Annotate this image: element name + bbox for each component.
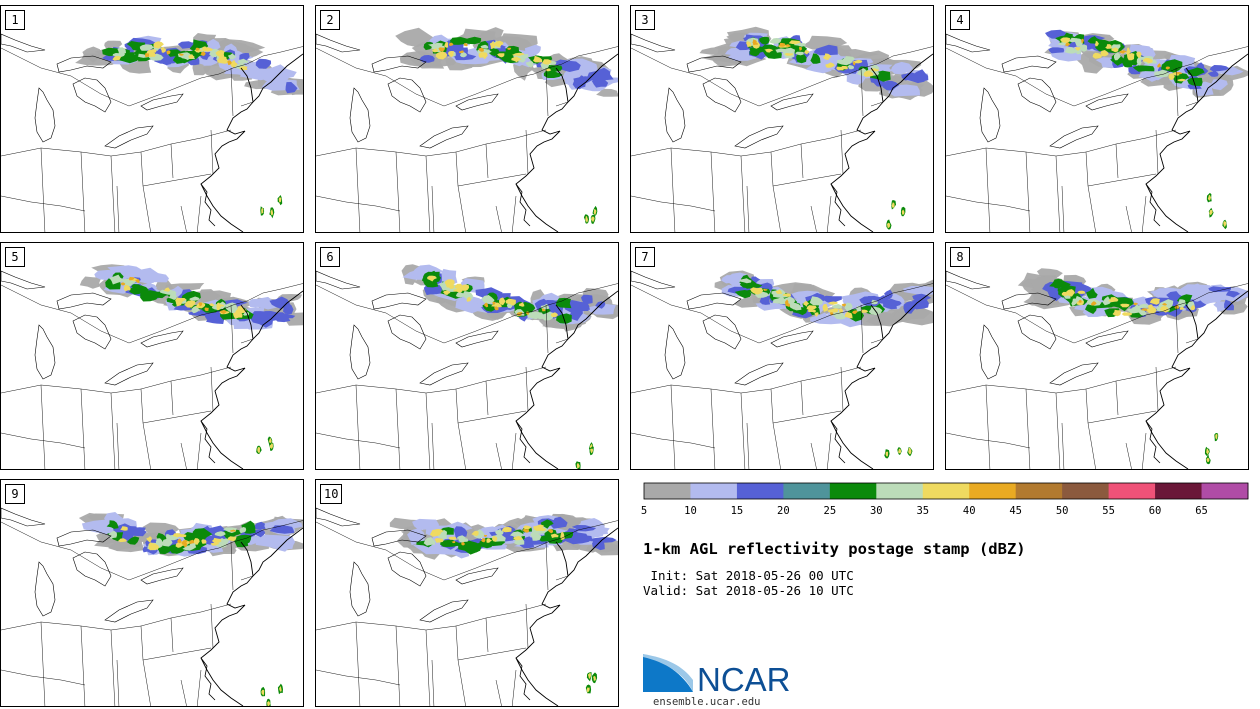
colorbar-bin	[783, 483, 831, 499]
map-canvas	[946, 29, 1248, 232]
map-panel-6: 6	[315, 242, 619, 470]
colorbar-bin	[1201, 483, 1249, 499]
map-panel-2: 2	[315, 5, 619, 233]
map-canvas	[316, 507, 618, 706]
colorbar-bin	[736, 483, 784, 499]
member-number-label: 2	[320, 10, 340, 30]
map-canvas	[316, 264, 618, 469]
map-panel-7: 7	[630, 242, 934, 470]
colorbar-bin	[690, 483, 738, 499]
map-boundaries	[631, 33, 933, 232]
map-canvas	[1, 33, 303, 232]
reflectivity-field	[714, 270, 933, 459]
colorbar-tick-label: 10	[684, 505, 697, 517]
colorbar-bin	[876, 483, 924, 499]
map-canvas	[316, 27, 618, 232]
member-number-label: 6	[320, 247, 340, 267]
reflectivity-field	[79, 264, 303, 455]
colorbar-bin	[1015, 483, 1063, 499]
map-panel-1: 1	[0, 5, 304, 233]
colorbar-tick-label: 45	[1009, 505, 1023, 517]
reflectivity-colorbar	[643, 482, 1249, 500]
colorbar-tick-label: 60	[1148, 505, 1162, 517]
map-boundaries	[1, 270, 303, 469]
reflectivity-field	[401, 264, 618, 469]
colorbar-bin	[1108, 483, 1156, 499]
colorbar-bin	[922, 483, 970, 499]
member-number-label: 8	[950, 247, 970, 267]
map-canvas	[1, 507, 303, 706]
valid-time: Valid: Sat 2018-05-26 10 UTC	[643, 583, 854, 598]
member-number-label: 10	[320, 484, 343, 504]
reflectivity-field	[699, 26, 933, 230]
member-number-label: 1	[5, 10, 25, 30]
reflectivity-field	[389, 513, 618, 694]
colorbar-bin	[969, 483, 1017, 499]
map-panel-5: 5	[0, 242, 304, 470]
map-boundaries	[316, 33, 618, 232]
reflectivity-field	[1044, 29, 1248, 230]
reflectivity-field	[395, 27, 618, 225]
colorbar-tick-label: 30	[869, 505, 883, 517]
colorbar-tick-label: 35	[916, 505, 930, 517]
colorbar-tick-label: 40	[962, 505, 976, 517]
member-number-label: 9	[5, 484, 25, 504]
map-canvas	[631, 270, 933, 469]
reflectivity-field	[78, 512, 303, 706]
map-panel-8: 8	[945, 242, 1249, 470]
map-panel-9: 9	[0, 479, 304, 707]
member-number-label: 5	[5, 247, 25, 267]
colorbar-tick-label: 5	[640, 505, 648, 517]
colorbar-tick-label: 20	[777, 505, 790, 517]
site-url: ensemble.ucar.edu	[653, 696, 761, 708]
colorbar-tick-label: 55	[1102, 505, 1115, 517]
map-boundaries	[946, 33, 1248, 232]
reflectivity-field	[75, 33, 303, 219]
map-panel-10: 10	[315, 479, 619, 707]
map-boundaries	[946, 270, 1248, 469]
map-canvas	[946, 268, 1248, 469]
map-boundaries	[1, 507, 303, 706]
map-panel-4: 4	[945, 5, 1249, 233]
colorbar-tick-label: 50	[1055, 505, 1069, 517]
colorbar-bin	[644, 483, 691, 499]
reflectivity-field	[1017, 268, 1248, 465]
map-canvas	[1, 264, 303, 469]
map-boundaries	[316, 507, 618, 706]
colorbar-bin	[829, 483, 877, 499]
member-number-label: 4	[950, 10, 970, 30]
colorbar-bin	[1155, 483, 1203, 499]
colorbar-border	[643, 482, 1249, 500]
ncar-logo: NCAR	[643, 654, 791, 694]
map-canvas	[631, 26, 933, 232]
member-number-label: 3	[635, 10, 655, 30]
init-time: Init: Sat 2018-05-26 00 UTC	[643, 568, 854, 583]
plot-title: 1-km AGL reflectivity postage stamp (dBZ…	[643, 540, 1026, 558]
map-boundaries	[1, 33, 303, 232]
member-number-label: 7	[635, 247, 655, 267]
colorbar-bin	[1062, 483, 1110, 499]
colorbar-tick-label: 15	[730, 505, 744, 517]
map-panel-3: 3	[630, 5, 934, 233]
map-boundaries	[316, 270, 618, 469]
colorbar-tick-label: 25	[823, 505, 837, 517]
map-boundaries	[631, 270, 933, 469]
ncar-logo-text: NCAR	[697, 661, 791, 694]
colorbar-tick-label: 65	[1195, 505, 1208, 517]
